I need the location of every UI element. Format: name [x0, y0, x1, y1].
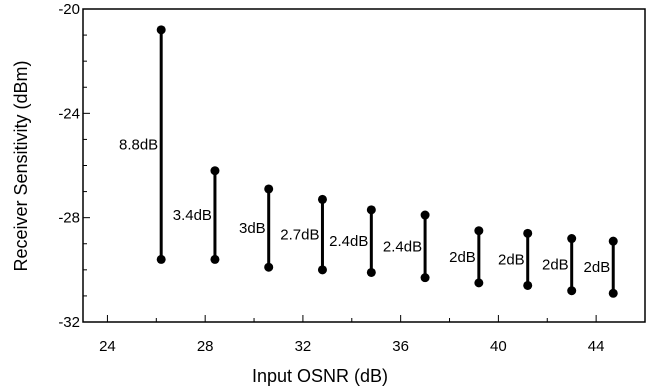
range-label: 3.4dB — [173, 207, 212, 224]
y-axis-title: Receiver Sensitivity (dBm) — [11, 60, 31, 271]
range-label: 3dB — [239, 220, 266, 237]
range-high-point — [523, 228, 533, 238]
range-low-point — [567, 286, 577, 296]
range-low-point — [474, 278, 484, 288]
range-label: 2dB — [498, 251, 525, 268]
range-low-point — [523, 280, 533, 290]
range-low-point — [317, 265, 327, 275]
x-tick-label: 28 — [197, 338, 214, 355]
range-low-point — [420, 273, 430, 283]
range-bar: 2.7dB — [280, 194, 327, 275]
range-high-point — [264, 184, 274, 194]
range-bar: 2dB — [498, 228, 533, 290]
plot-frame — [82, 8, 646, 323]
range-label: 2dB — [449, 249, 476, 266]
x-tick-label: 36 — [392, 338, 409, 355]
range-label: 2.4dB — [383, 238, 422, 255]
range-bar: 2dB — [542, 234, 577, 296]
range-label: 2.4dB — [329, 233, 368, 250]
range-bar: 2dB — [449, 226, 484, 288]
range-high-point — [210, 166, 220, 176]
x-tick-label: 32 — [295, 338, 312, 355]
range-high-point — [366, 205, 376, 215]
x-tick-label: 44 — [588, 338, 605, 355]
range-label: 2dB — [584, 259, 611, 276]
range-bar: 3dB — [239, 184, 274, 272]
axis-ticks: 24 28 32 36 40 44 -20 -24 -28 -32 — [58, 1, 646, 355]
x-tick-label: 40 — [490, 338, 507, 355]
range-high-point — [420, 210, 430, 220]
range-high-point — [474, 226, 484, 236]
y-tick-label: -32 — [58, 314, 80, 331]
range-label: 2.7dB — [280, 227, 319, 244]
x-tick-label: 24 — [99, 338, 116, 355]
range-bar: 2.4dB — [383, 210, 430, 283]
range-high-point — [156, 25, 166, 35]
range-bar: 3.4dB — [173, 166, 220, 264]
range-high-point — [317, 194, 327, 204]
range-low-point — [264, 262, 274, 272]
range-low-point — [366, 267, 376, 277]
range-label: 2dB — [542, 257, 569, 274]
y-tick-label: -24 — [58, 105, 80, 122]
range-low-point — [210, 254, 220, 264]
range-label: 8.8dB — [119, 137, 158, 154]
range-high-point — [608, 236, 618, 246]
range-bar: 2.4dB — [329, 205, 376, 277]
range-bar: 2dB — [584, 236, 618, 298]
range-bars: 8.8dB 3.4dB 3dB 2.7dB 2.4dB 2.4dB 2dB 2dB 2dB 2dB — [119, 25, 618, 298]
range-bar: 8.8dB — [119, 25, 166, 264]
range-low-point — [608, 288, 618, 298]
y-tick-label: -20 — [58, 1, 80, 18]
y-tick-label: -28 — [58, 210, 80, 227]
range-high-point — [567, 234, 577, 244]
range-low-point — [156, 254, 166, 264]
x-axis-title: Input OSNR (dB) — [252, 366, 388, 386]
